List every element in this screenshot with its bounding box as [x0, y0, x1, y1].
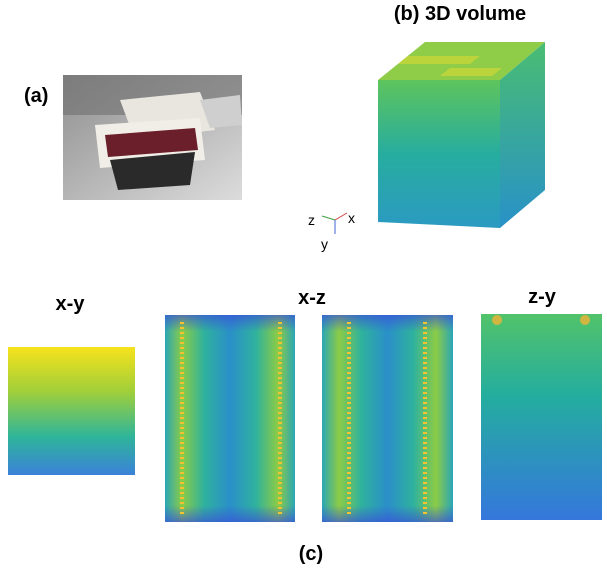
view-title: x-y — [56, 293, 86, 315]
axis-label: x — [348, 210, 355, 226]
axis-triad: z x y — [308, 210, 355, 252]
xy-map — [8, 347, 135, 475]
view-title: z-y — [528, 286, 557, 308]
volume — [378, 42, 545, 228]
figure: (a) (b) 3D volume z x y x-y x-z — [0, 0, 607, 573]
axis-label: y — [321, 236, 328, 252]
photo — [63, 75, 242, 200]
view-title: x-z — [298, 287, 326, 309]
panel-title: (b) 3D volume — [394, 3, 526, 25]
axis-label: z — [308, 212, 315, 228]
zy-map — [481, 314, 602, 520]
xz-map — [165, 315, 453, 522]
panel-label: (c) — [299, 543, 323, 565]
panel-label: (a) — [24, 85, 48, 107]
